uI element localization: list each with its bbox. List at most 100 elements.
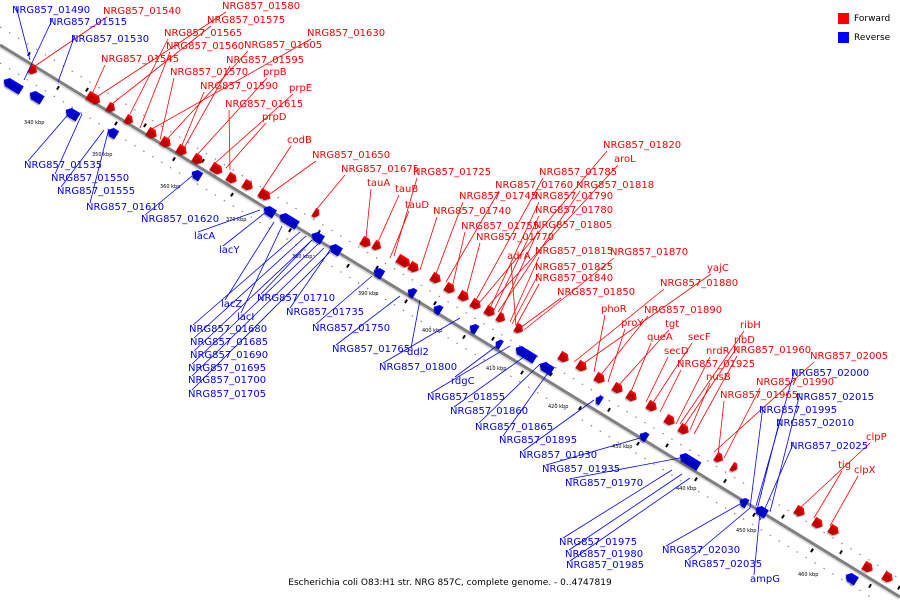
forward-gene-label: nrdR <box>706 346 730 357</box>
gene-arrow-shade <box>482 306 494 318</box>
forward-leader-line <box>159 77 175 141</box>
forward-gene-14 <box>370 239 382 252</box>
forward-gene-label: NRG857_01840 <box>535 273 613 284</box>
forward-gene-label: NRG857_01850 <box>557 287 635 298</box>
forward-leader-line <box>393 177 418 257</box>
reverse-leader-line <box>54 113 83 175</box>
kbp-tick-label: 390 kbp <box>358 291 378 297</box>
forward-gene-label: NRG857_01818 <box>576 180 654 191</box>
forward-gene-24 <box>556 350 569 364</box>
gene-arrow <box>739 497 750 509</box>
reverse-leader-line <box>191 251 331 391</box>
reverse-gene-label: NRG857_01705 <box>188 389 266 400</box>
forward-gene-18 <box>442 281 455 295</box>
forward-gene-label: proY <box>621 318 644 329</box>
gene-arrow <box>373 267 386 280</box>
reverse-leader-line <box>568 457 681 480</box>
gene-arrow <box>311 231 325 245</box>
reverse-gene-8 <box>328 243 343 258</box>
forward-gene-label: secD <box>664 346 689 357</box>
track-tick <box>375 265 379 270</box>
gene-arrow <box>645 399 657 412</box>
forward-leader-line <box>195 77 268 157</box>
gene-arrow <box>483 304 495 317</box>
forward-swatch <box>838 13 849 24</box>
forward-leader-line <box>365 188 372 239</box>
forward-gene-label: NRG857_01545 <box>101 54 179 65</box>
forward-gene-11 <box>256 187 271 202</box>
forward-gene-label: NRG857_01820 <box>603 140 681 151</box>
reverse-swatch <box>838 32 849 43</box>
gene-arrow <box>495 311 506 323</box>
legend: Forward Reverse <box>838 9 890 47</box>
reverse-leader-line <box>769 392 801 513</box>
reverse-leader-line <box>335 295 401 346</box>
reverse-gene-label: NRG857_01620 <box>141 214 219 225</box>
forward-leader-line <box>445 190 500 283</box>
gene-arrow-shade <box>556 352 568 364</box>
gene-arrow <box>65 107 81 122</box>
forward-gene-21 <box>482 304 495 318</box>
forward-gene-22 <box>494 311 506 324</box>
gene-arrow <box>123 113 134 125</box>
gene-arrow-shade <box>144 128 156 140</box>
forward-gene-label: prpD <box>262 112 287 123</box>
kbp-tick-label: 410 kbp <box>486 366 506 372</box>
reverse-gene-label: NRG857_01865 <box>475 422 553 433</box>
forward-leader-line <box>179 91 205 151</box>
forward-leader-line <box>599 315 649 377</box>
gene-arrow-shade <box>644 401 656 413</box>
gene-arrow <box>263 205 277 219</box>
gene-arrow-shade <box>428 273 440 285</box>
reverse-gene-label: NRG857_01800 <box>379 362 457 373</box>
reverse-leader-line <box>27 109 73 162</box>
forward-gene-label: clpP <box>866 432 887 443</box>
gene-arrow <box>371 239 382 251</box>
reverse-gene-label: NRG857_01695 <box>188 363 266 374</box>
gene-arrow-shade <box>512 324 522 335</box>
forward-gene-label: tauB <box>395 184 418 195</box>
reverse-leader-line <box>410 299 421 349</box>
gene-arrow-shade <box>224 173 236 185</box>
gene-arrow <box>279 212 300 230</box>
forward-gene-label: NRG857_01675 <box>341 164 419 175</box>
forward-leader-line <box>225 122 267 169</box>
reverse-gene-label: NRG857_01975 <box>559 537 637 548</box>
forward-gene-19 <box>456 289 469 303</box>
kbp-tick-label: 370 kbp <box>226 217 246 223</box>
reverse-gene-label: NRG857_01860 <box>450 406 528 417</box>
forward-gene-9 <box>224 171 237 185</box>
kbp-tick-label: 340 kbp <box>24 120 44 126</box>
reverse-leader-line <box>568 473 683 551</box>
gene-arrow-shade <box>638 433 649 444</box>
reverse-gene-label: NRG857_02010 <box>776 418 854 429</box>
reverse-leader-line <box>240 225 283 314</box>
forward-gene-label: NRG857_01815 <box>535 246 613 257</box>
gene-arrow-shade <box>538 363 554 377</box>
track-tick <box>549 372 553 377</box>
forward-gene-label: prpB <box>263 67 287 78</box>
track-tick <box>491 336 495 341</box>
reverse-gene-label: NRG857_01490 <box>12 5 90 16</box>
track-tick <box>143 123 147 128</box>
forward-gene-label: ribH <box>740 320 761 331</box>
reverse-gene-4 <box>190 169 204 183</box>
forward-leader-line <box>799 442 871 509</box>
reverse-gene-label: NRG857_01930 <box>519 450 597 461</box>
forward-leader-line <box>228 109 231 171</box>
forward-gene-label: NRG857_01755 <box>461 221 539 232</box>
gene-arrow-shade <box>442 283 454 295</box>
forward-gene-label: yajC <box>707 263 729 274</box>
reverse-gene-label: NRG857_01935 <box>542 464 620 475</box>
track-tick <box>723 478 727 484</box>
reverse-gene-label: NRG857_02035 <box>684 559 762 570</box>
forward-leader-line <box>139 51 171 129</box>
reverse-leader-line <box>749 405 764 509</box>
gene-arrow-shade <box>64 109 80 123</box>
gene-arrow-shade <box>468 299 480 311</box>
gene-arrow <box>107 127 120 140</box>
forward-gene-label: NRG857_01590 <box>200 81 278 92</box>
reverse-gene-12 <box>468 323 480 336</box>
gene-arrow-shade <box>104 103 114 114</box>
gene-arrow-shade <box>190 154 202 166</box>
